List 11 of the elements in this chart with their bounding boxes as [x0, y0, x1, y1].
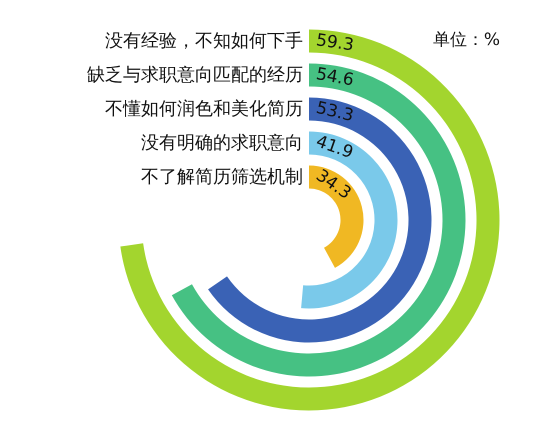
text: 单位：% — [432, 30, 500, 50]
category-label: 缺乏与求职意向匹配的经历 — [87, 64, 303, 86]
data-label: 34.3 — [312, 166, 355, 204]
data-label: 54.6 — [314, 64, 356, 91]
category-label: 没有经验，不知如何下手 — [105, 30, 303, 52]
category-label: 没有明确的求职意向 — [141, 132, 303, 154]
data-label: 53.3 — [314, 98, 356, 126]
data-label: 41.9 — [313, 132, 356, 164]
category-label: 不了解简历筛选机制 — [141, 166, 303, 188]
data-label: 59.3 — [314, 30, 356, 56]
category-label: 不懂如何润色和美化简历 — [105, 98, 303, 120]
